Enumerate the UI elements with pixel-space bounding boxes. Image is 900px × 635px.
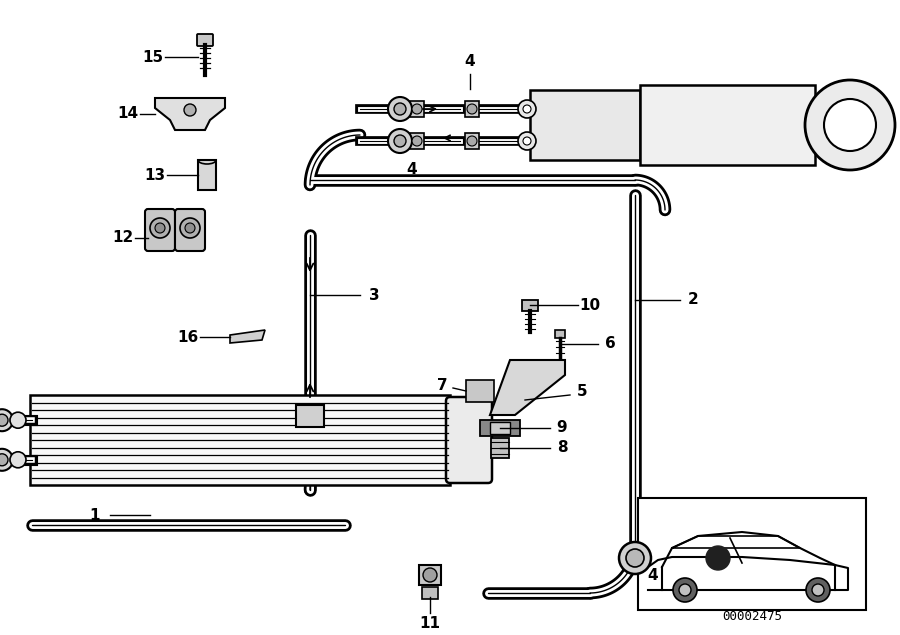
Text: 3: 3 (369, 288, 379, 302)
Circle shape (10, 412, 26, 428)
Circle shape (0, 449, 13, 471)
Polygon shape (490, 360, 565, 415)
Circle shape (150, 218, 170, 238)
Circle shape (467, 136, 477, 146)
Circle shape (388, 97, 412, 121)
Bar (522, 300, 538, 311)
Text: 12: 12 (112, 231, 133, 246)
Circle shape (706, 546, 730, 570)
Circle shape (412, 136, 422, 146)
Circle shape (523, 105, 531, 113)
Bar (410, 133, 424, 149)
Circle shape (155, 223, 165, 233)
Bar (198, 160, 216, 190)
Bar (490, 422, 510, 434)
Bar (480, 420, 520, 436)
Text: 4: 4 (464, 53, 475, 69)
Circle shape (388, 129, 412, 153)
Circle shape (806, 578, 830, 602)
FancyBboxPatch shape (197, 34, 213, 46)
Circle shape (412, 104, 422, 114)
Bar (419, 565, 441, 585)
Bar (530, 90, 640, 160)
Circle shape (0, 454, 8, 466)
Text: 15: 15 (142, 50, 164, 65)
Circle shape (0, 414, 8, 426)
FancyBboxPatch shape (446, 397, 492, 483)
Text: 10: 10 (580, 298, 600, 312)
Circle shape (0, 409, 13, 431)
Bar (410, 101, 424, 117)
Text: 8: 8 (557, 441, 567, 455)
Polygon shape (230, 330, 265, 343)
Bar (465, 133, 479, 149)
Bar (466, 380, 494, 402)
Circle shape (679, 584, 691, 596)
Bar (296, 405, 324, 427)
Bar (422, 587, 438, 599)
Circle shape (518, 100, 536, 118)
Text: 5: 5 (577, 385, 588, 399)
Circle shape (184, 104, 196, 116)
Bar (30, 395, 450, 485)
Text: 16: 16 (177, 330, 199, 345)
Text: 4: 4 (648, 568, 658, 584)
Circle shape (824, 99, 876, 151)
Text: 9: 9 (557, 420, 567, 436)
Circle shape (423, 568, 437, 582)
Circle shape (805, 80, 895, 170)
FancyBboxPatch shape (175, 209, 205, 251)
Bar (491, 438, 509, 458)
Text: 7: 7 (436, 377, 447, 392)
Circle shape (180, 218, 200, 238)
Text: 1: 1 (90, 507, 100, 523)
Circle shape (394, 103, 406, 115)
Text: 14: 14 (117, 107, 139, 121)
Text: 13: 13 (144, 168, 166, 182)
Circle shape (619, 542, 651, 574)
Text: 4: 4 (407, 161, 418, 177)
Circle shape (10, 451, 26, 468)
Text: 11: 11 (419, 615, 440, 631)
FancyBboxPatch shape (145, 209, 175, 251)
Text: 2: 2 (688, 293, 698, 307)
Bar (555, 330, 565, 338)
Circle shape (467, 104, 477, 114)
Text: 6: 6 (605, 337, 616, 352)
Circle shape (185, 223, 195, 233)
Circle shape (673, 578, 697, 602)
Circle shape (394, 135, 406, 147)
Bar (638, 498, 866, 610)
Circle shape (518, 132, 536, 150)
Bar (465, 101, 479, 117)
Bar (640, 85, 815, 165)
Polygon shape (155, 98, 225, 130)
Circle shape (812, 584, 824, 596)
Text: 00002475: 00002475 (722, 610, 782, 622)
Circle shape (626, 549, 644, 567)
Circle shape (523, 137, 531, 145)
